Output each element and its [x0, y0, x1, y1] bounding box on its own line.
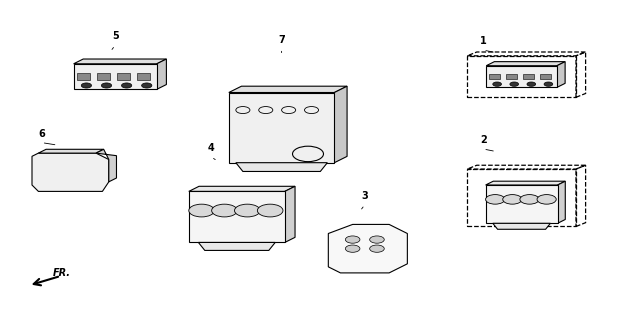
Polygon shape — [32, 153, 109, 191]
Polygon shape — [137, 73, 150, 80]
Circle shape — [212, 204, 237, 217]
Text: FR.: FR. — [52, 268, 70, 278]
Polygon shape — [557, 181, 565, 223]
Circle shape — [370, 236, 384, 243]
Circle shape — [234, 204, 260, 217]
Text: 3: 3 — [362, 191, 368, 201]
Polygon shape — [486, 62, 565, 66]
Text: 2: 2 — [480, 135, 486, 145]
Polygon shape — [189, 186, 295, 191]
Polygon shape — [523, 74, 534, 79]
Polygon shape — [96, 149, 116, 182]
Circle shape — [346, 245, 360, 252]
Text: 5: 5 — [112, 32, 118, 41]
Polygon shape — [97, 73, 109, 80]
Polygon shape — [74, 64, 157, 89]
Polygon shape — [540, 74, 551, 79]
Polygon shape — [486, 181, 565, 185]
Polygon shape — [285, 186, 295, 242]
Polygon shape — [334, 86, 347, 163]
Circle shape — [257, 204, 283, 217]
Polygon shape — [77, 73, 90, 80]
Circle shape — [101, 83, 111, 88]
Polygon shape — [328, 225, 407, 273]
Circle shape — [544, 82, 553, 86]
Text: 6: 6 — [38, 129, 45, 139]
Polygon shape — [229, 86, 347, 93]
Circle shape — [503, 195, 522, 204]
Polygon shape — [489, 74, 500, 79]
Polygon shape — [493, 223, 550, 229]
Polygon shape — [117, 73, 130, 80]
Circle shape — [537, 195, 556, 204]
Polygon shape — [229, 93, 334, 163]
Text: 1: 1 — [480, 36, 486, 46]
Polygon shape — [38, 149, 104, 153]
Polygon shape — [198, 242, 275, 250]
Circle shape — [189, 204, 214, 217]
Polygon shape — [486, 185, 557, 223]
Polygon shape — [506, 74, 517, 79]
Circle shape — [527, 82, 536, 86]
Text: 4: 4 — [208, 143, 214, 153]
Circle shape — [346, 236, 360, 243]
Circle shape — [141, 83, 152, 88]
Circle shape — [493, 82, 502, 86]
Circle shape — [510, 82, 518, 86]
Circle shape — [520, 195, 539, 204]
Circle shape — [81, 83, 92, 88]
Circle shape — [486, 195, 505, 204]
Polygon shape — [557, 62, 565, 87]
Polygon shape — [486, 66, 557, 87]
Circle shape — [122, 83, 132, 88]
Circle shape — [370, 245, 384, 252]
Text: 7: 7 — [278, 35, 285, 45]
Polygon shape — [189, 191, 285, 242]
Polygon shape — [74, 59, 166, 64]
Polygon shape — [236, 163, 327, 172]
Polygon shape — [157, 59, 166, 89]
